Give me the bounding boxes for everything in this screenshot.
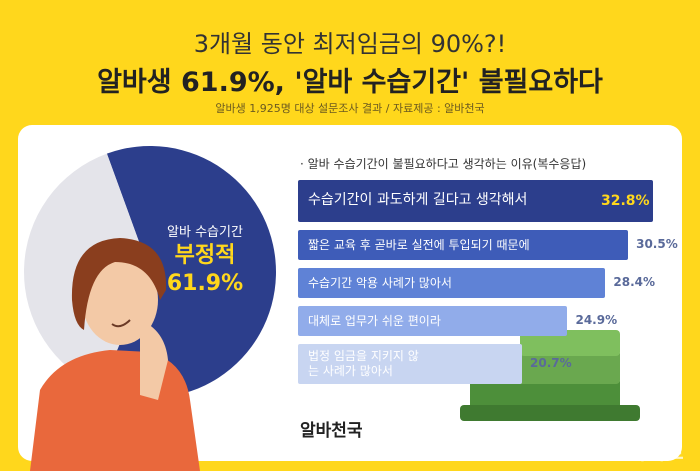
bar: 대체로 업무가 쉬운 편이라 (298, 306, 568, 336)
bar-value-label: 20.7% (530, 356, 572, 370)
bar-label: 대체로 업무가 쉬운 편이라 (308, 313, 441, 328)
bar-chart-title: · 알바 수습기간이 불필요하다고 생각하는 이유(복수응답) (300, 157, 587, 171)
subtitle: 알바생 1,925명 대상 설문조사 결과 / 자료제공 : 알바천국 (215, 102, 485, 115)
bar-value-label: 24.9% (575, 313, 618, 327)
woman-illustration (30, 238, 200, 471)
bar-label: 수습기간 악용 사례가 많아서 (308, 275, 452, 290)
bar-value-label: 32.8% (601, 193, 650, 209)
pie-category-label: 부정적 (175, 243, 236, 268)
bar-label: 짧은 교육 후 곧바로 실전에 투입되기 때문에 (308, 237, 530, 252)
headline: 알바생 61.9%, '알바 수습기간' 불필요하다 (97, 67, 603, 98)
bar: 짧은 교육 후 곧바로 실전에 투입되기 때문에 (298, 230, 629, 260)
bar: 수습기간이 과도하게 길다고 생각해서 (298, 180, 653, 222)
logo: 알바천국 (300, 421, 363, 441)
money-illustration (460, 330, 640, 421)
pie-value-label: 61.9% (167, 271, 243, 296)
watermark: 인사이트 (610, 440, 684, 464)
bar: 수습기간 악용 사례가 많아서 (298, 268, 606, 298)
bar-label: 수습기간이 과도하게 길다고 생각해서 (308, 192, 528, 209)
bar-value-label: 28.4% (613, 275, 656, 289)
bar-value-label: 30.5% (636, 237, 678, 251)
bar: 법정 임금을 지키지 않는 사례가 많아서 (298, 344, 523, 384)
title: 3개월 동안 최저임금의 90%?! (193, 30, 507, 58)
pie-label-title: 알바 수습기간 (167, 225, 243, 240)
bar-label: 법정 임금을 지키지 않는 사례가 많아서 (308, 349, 419, 378)
